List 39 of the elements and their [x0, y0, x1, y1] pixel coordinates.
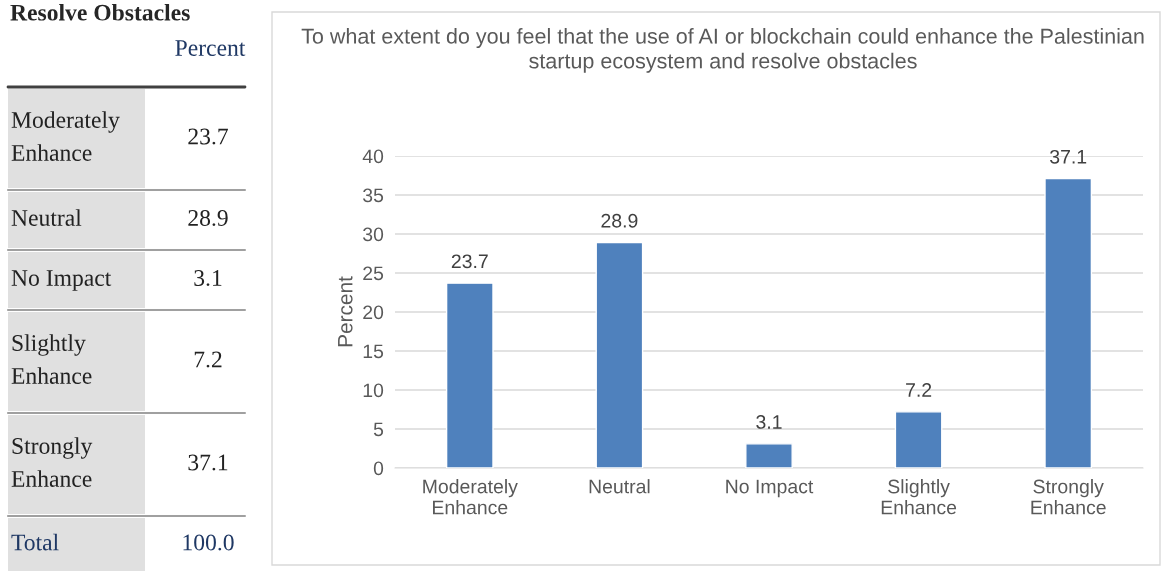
- y-tick-label: 15: [363, 344, 384, 359]
- x-tick-label: No Impact: [726, 479, 814, 498]
- x-tick-label: Moderately Enhance: [423, 479, 518, 515]
- y-tick-label: 40: [362, 149, 384, 164]
- bar: [745, 443, 793, 468]
- data-label: 28.9: [601, 213, 638, 228]
- y-tick-label: 10: [363, 383, 384, 398]
- text: 28.9: [188, 209, 228, 227]
- category-label: No Impact: [11, 270, 112, 291]
- category-label: Moderately Enhance: [11, 111, 120, 161]
- bar: [445, 282, 494, 468]
- data-label: 3.1: [756, 415, 782, 429]
- bar: [1044, 177, 1093, 468]
- data-label: 37.1: [1050, 149, 1087, 164]
- y-tick-label: 0: [373, 461, 384, 476]
- chart-title: To what extent do you feel that the use of AI or blockchain could enhance the Palestinian startup ecosystem and resolve obstacles: [301, 28, 1144, 73]
- data-label: 23.7: [451, 254, 488, 269]
- y-tick-label: 20: [363, 305, 384, 320]
- bar: [595, 241, 644, 468]
- text: 3.1: [194, 270, 222, 287]
- y-tick-label: 5: [373, 422, 384, 437]
- x-tick-label: Slightly Enhance: [881, 479, 957, 515]
- x-tick-label: Neutral: [589, 479, 650, 494]
- bar: [894, 411, 943, 468]
- y-tick-label: 25: [363, 266, 384, 281]
- text: 7.2: [194, 351, 222, 368]
- text: 37.1: [188, 454, 228, 471]
- category-label: Neutral: [11, 209, 82, 226]
- data-label: 7.2: [906, 383, 932, 397]
- text: Resolve Obstacles: [10, 4, 190, 21]
- y-axis-title: Percent: [338, 276, 353, 347]
- text: 100.0: [183, 534, 234, 551]
- x-tick-label: Strongly Enhance: [1031, 479, 1106, 515]
- y-tick-label: 30: [363, 227, 384, 242]
- category-label: Slightly Enhance: [11, 334, 92, 384]
- text: 23.7: [188, 128, 228, 145]
- text: Percent: [175, 40, 246, 56]
- y-tick-label: 35: [363, 188, 384, 203]
- category-label: Total: [11, 533, 59, 551]
